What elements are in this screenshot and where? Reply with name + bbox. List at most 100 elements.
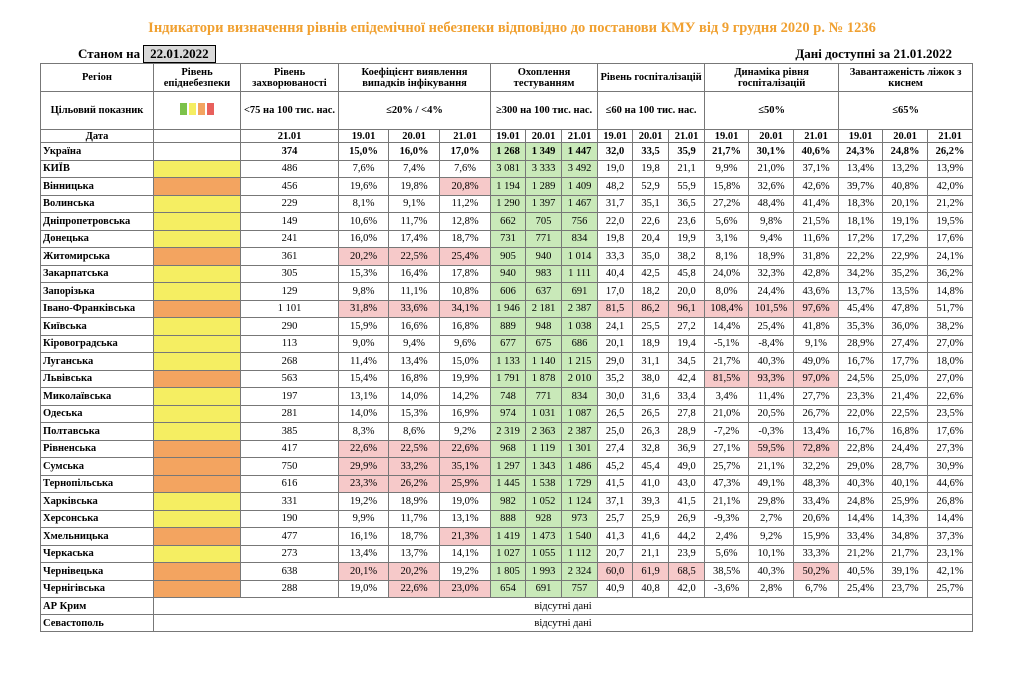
as-of-date: 22.01.2022: [143, 45, 216, 63]
value-cell: 41,3: [597, 527, 634, 546]
header-cell: Охоплення тестуванням: [490, 63, 599, 92]
value-cell: 21,4%: [882, 387, 929, 406]
value-cell: 18,9: [632, 334, 670, 353]
value-cell: 606: [490, 282, 527, 301]
value-cell: 32,3%: [748, 264, 795, 283]
value-cell: 1 031: [525, 404, 563, 423]
value-cell: 477: [240, 527, 339, 546]
value-cell: 5,6%: [704, 212, 750, 231]
data-row: Чернігівська 288 19,0% 22,6% 23,0% 654 691 757 4…: [40, 579, 974, 598]
value-cell: 486: [240, 159, 339, 178]
value-cell: 16,4%: [388, 264, 440, 283]
region: Івано-Франківська: [40, 299, 154, 318]
value-cell: 241: [240, 229, 339, 248]
value-cell: 38,5%: [704, 562, 750, 581]
value-cell: 19,8%: [388, 177, 440, 196]
header-cell: 21.01: [438, 129, 492, 143]
value-cell: 27,2: [668, 317, 706, 336]
value-cell: 19,1%: [882, 212, 929, 231]
value-cell: 23,7%: [882, 579, 929, 598]
data-row: Миколаївська 197 13,1% 14,0% 14,2% 748 771 834 3…: [40, 387, 974, 406]
level-swatch: [180, 103, 187, 115]
region: Київська: [40, 317, 154, 336]
value-cell: 97,0%: [793, 369, 840, 388]
region: Вінницька: [40, 177, 154, 196]
value-cell: 197: [240, 387, 339, 406]
value-cell: 45,8: [668, 264, 706, 283]
value-cell: 44,6%: [927, 474, 974, 493]
value-cell: 331: [240, 492, 339, 511]
value-cell: 23,0%: [438, 579, 492, 598]
region: Житомирська: [40, 247, 154, 266]
value-cell: 47,3%: [704, 474, 750, 493]
value-cell: 11,4%: [748, 387, 795, 406]
value-cell: 20,7: [597, 544, 634, 563]
header-cell: 21.01: [668, 129, 706, 143]
value-cell: 42,6%: [793, 177, 840, 196]
value-cell: 11,6%: [793, 229, 840, 248]
value-cell: 21,7%: [882, 544, 929, 563]
data-row: КИЇВ 486 7,6% 7,4% 7,6% 3 081 3 333 3 492 19,0 19…: [40, 159, 974, 178]
value-cell: 13,4%: [793, 422, 840, 441]
value-cell: 26,2%: [388, 474, 440, 493]
value-cell: 19,0%: [338, 579, 389, 598]
value-cell: 101,5%: [748, 299, 795, 318]
value-cell: 35,0: [632, 247, 670, 266]
value-cell: 974: [490, 404, 527, 423]
value-cell: 7,4%: [388, 159, 440, 178]
value-cell: 1 878: [525, 369, 563, 388]
value-cell: 1 467: [561, 194, 599, 213]
value-cell: 1 140: [525, 352, 563, 371]
value-cell: 24,4%: [882, 439, 929, 458]
value-cell: 11,1%: [388, 282, 440, 301]
value-cell: 16,1%: [338, 527, 389, 546]
data-row: Черкаська 273 13,4% 13,7% 14,1% 1 027 1 055 1 1…: [40, 544, 974, 563]
region: Кіровоградська: [40, 334, 154, 353]
value-cell: 40,3%: [748, 352, 795, 371]
value-cell: 23,1%: [927, 544, 974, 563]
value-cell: 17,6%: [927, 422, 974, 441]
value-cell: 41,5: [597, 474, 634, 493]
value-cell: 31,8%: [793, 247, 840, 266]
level: [153, 142, 241, 161]
header-cell: 19.01: [597, 129, 634, 143]
data-row: Севастополь відсутні дані: [40, 614, 974, 632]
level-legend: [153, 91, 241, 130]
value-cell: 29,9%: [338, 457, 389, 476]
value-cell: 361: [240, 247, 339, 266]
value-cell: 20,4: [632, 229, 670, 248]
value-cell: 31,7: [597, 194, 634, 213]
value-cell: 42,0%: [927, 177, 974, 196]
value-cell: 81,5%: [704, 369, 750, 388]
value-cell: 834: [561, 387, 599, 406]
value-cell: 288: [240, 579, 339, 598]
value-cell: 22,0%: [838, 404, 884, 423]
value-cell: 38,2: [668, 247, 706, 266]
value-cell: 9,8%: [338, 282, 389, 301]
value-cell: 23,9: [668, 544, 706, 563]
value-cell: 48,3%: [793, 474, 840, 493]
value-cell: 11,4%: [338, 352, 389, 371]
value-cell: 19,2%: [338, 492, 389, 511]
value-cell: 29,8%: [748, 492, 795, 511]
value-cell: 28,9%: [838, 334, 884, 353]
value-cell: 42,4: [668, 369, 706, 388]
value-cell: 33,2%: [388, 457, 440, 476]
value-cell: 23,3%: [338, 474, 389, 493]
header-row: Дата 21.01 19.01 20.01 21.01 19.01 20.01 21.01 1…: [40, 129, 974, 143]
value-cell: 42,8%: [793, 264, 840, 283]
value-cell: 37,3%: [927, 527, 974, 546]
value-cell: 686: [561, 334, 599, 353]
value-cell: 17,4%: [388, 229, 440, 248]
value-cell: 37,1%: [793, 159, 840, 178]
value-cell: 27,0%: [927, 369, 974, 388]
value-cell: 40,1%: [882, 474, 929, 493]
value-cell: 39,7%: [838, 177, 884, 196]
data-row: Волинська 229 8,1% 9,1% 11,2% 1 290 1 397 1 467…: [40, 194, 974, 213]
value-cell: 24,1%: [927, 247, 974, 266]
value-cell: 7,6%: [438, 159, 492, 178]
value-cell: 290: [240, 317, 339, 336]
level: [153, 299, 241, 318]
value-cell: 18,1%: [838, 212, 884, 231]
data-available: Дані доступні за 21.01.2022: [795, 46, 952, 61]
